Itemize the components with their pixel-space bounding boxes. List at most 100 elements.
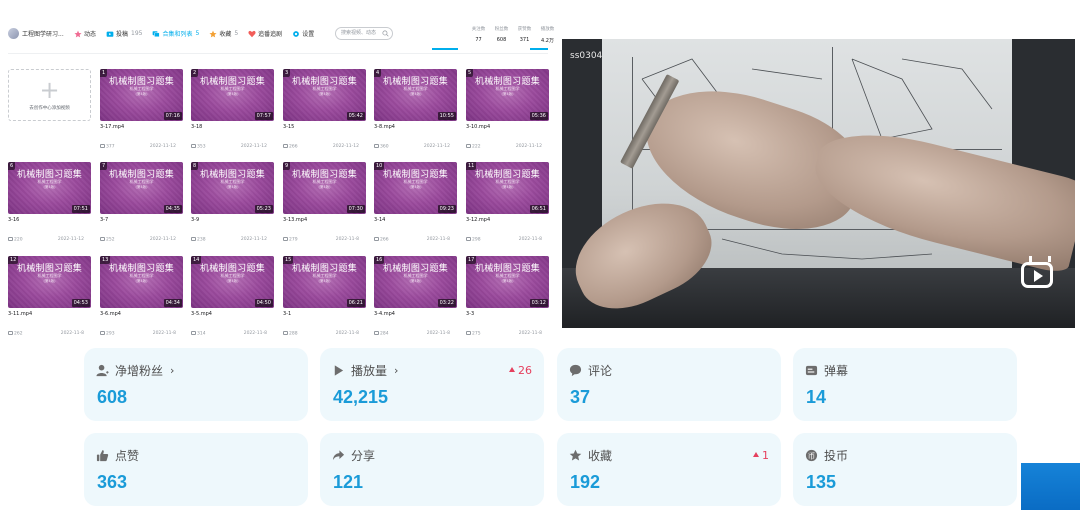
nav-tab-0[interactable]: 动态 <box>74 29 96 38</box>
thumbnail-edition: (第4版) <box>409 279 422 283</box>
video-title[interactable]: 3-18 <box>191 124 203 130</box>
video-meta: 238 2022-11-12 <box>191 237 274 243</box>
play-count-icon <box>374 144 379 148</box>
video-title[interactable]: 3-7 <box>100 217 109 223</box>
video-card[interactable]: 17 机械制图习题集 机械工程图学 (第4版) 03:12 3-3 275 2022-11-8 <box>466 256 549 337</box>
header-stat-value: 4.2万 <box>541 38 554 44</box>
video-thumbnail[interactable]: 7 机械制图习题集 机械工程图学 (第4版) 04:35 <box>100 162 183 214</box>
upload-date: 2022-11-8 <box>518 237 542 242</box>
stat-card-label: 分享 <box>351 449 376 463</box>
video-card[interactable]: 13 机械制图习题集 机械工程图学 (第4版) 04:34 3-6.mp4 293 2022-… <box>100 256 183 337</box>
search-icon[interactable] <box>382 30 389 37</box>
upload-date: 2022-11-12 <box>423 144 450 149</box>
thumbnail-title: 机械制图习题集 <box>382 170 449 180</box>
video-thumbnail[interactable]: 11 机械制图习题集 机械工程图学 (第4版) 06:51 <box>466 162 549 214</box>
add-video-tile[interactable]: + 去创作中心添加视频 <box>8 69 91 121</box>
video-title[interactable]: 3-13.mp4 <box>283 217 308 223</box>
video-card[interactable]: 2 机械制图习题集 机械工程图学 (第4版) 07:57 3-18 353 2022-11-1… <box>191 69 274 150</box>
video-title[interactable]: 3-5.mp4 <box>191 311 212 317</box>
video-thumbnail[interactable]: 17 机械制图习题集 机械工程图学 (第4版) 03:12 <box>466 256 549 308</box>
header-stat[interactable]: 播放数 4.2万 <box>539 26 556 44</box>
video-card[interactable]: 4 机械制图习题集 机械工程图学 (第4版) 10:55 3-8.mp4 360 2022-1… <box>374 69 457 150</box>
video-title[interactable]: 3-8.mp4 <box>374 124 395 130</box>
video-title[interactable]: 3-6.mp4 <box>100 311 121 317</box>
video-title[interactable]: 3-16 <box>8 217 20 223</box>
video-title[interactable]: 3-10.mp4 <box>466 124 491 130</box>
video-thumbnail[interactable]: 8 机械制图习题集 机械工程图学 (第4版) 05:23 <box>191 162 274 214</box>
video-thumbnail[interactable]: 10 机械制图习题集 机械工程图学 (第4版) 09:23 <box>374 162 457 214</box>
stat-card: 收藏 192 1 <box>557 433 781 506</box>
video-thumbnail[interactable]: 2 机械制图习题集 机械工程图学 (第4版) 07:57 <box>191 69 274 121</box>
nav-tab-count: 195 <box>131 30 143 37</box>
nav-tab-4[interactable]: 追番追剧 <box>248 29 282 38</box>
video-thumbnail[interactable]: 6 机械制图习题集 机械工程图学 (第4版) 07:51 <box>8 162 91 214</box>
header-stat[interactable]: 获赞数 371 <box>516 26 533 44</box>
video-thumbnail[interactable]: 4 机械制图习题集 机械工程图学 (第4版) 10:55 <box>374 69 457 121</box>
nav-tab-1[interactable]: 投稿 195 <box>106 29 142 38</box>
chevron-right-icon[interactable]: › <box>394 364 399 377</box>
video-title[interactable]: 3-14 <box>374 217 386 223</box>
video-card[interactable]: 5 机械制图习题集 机械工程图学 (第4版) 05:36 3-10.mp4 222 2022-… <box>466 69 549 150</box>
video-title[interactable]: 3-12.mp4 <box>466 217 491 223</box>
nav-tab-3[interactable]: 收藏 5 <box>209 29 238 38</box>
video-card[interactable]: 7 机械制图习题集 机械工程图学 (第4版) 04:35 3-7 252 2022-11-12 <box>100 162 183 243</box>
video-thumbnail[interactable]: 9 机械制图习题集 机械工程图学 (第4版) 07:30 <box>283 162 366 214</box>
video-meta: 275 2022-11-8 <box>466 331 549 337</box>
video-thumbnail[interactable]: 15 机械制图习题集 机械工程图学 (第4版) 06:21 <box>283 256 366 308</box>
nav-tab-2[interactable]: 合集和列表 5 <box>152 29 199 38</box>
play-count: 288 <box>289 331 298 337</box>
video-card[interactable]: 9 机械制图习题集 机械工程图学 (第4版) 07:30 3-13.mp4 279 2022-… <box>283 162 366 243</box>
video-card[interactable]: 3 机械制图习题集 机械工程图学 (第4版) 05:42 3-15 266 2022-11-1… <box>283 69 366 150</box>
profile-name: 工程图学研习... <box>22 31 64 38</box>
video-title[interactable]: 3-15 <box>283 124 295 130</box>
video-card[interactable]: 14 机械制图习题集 机械工程图学 (第4版) 04:50 3-5.mp4 314 2022-… <box>191 256 274 337</box>
video-thumbnail[interactable]: 16 机械制图习题集 机械工程图学 (第4版) 03:22 <box>374 256 457 308</box>
thumbnail-subtitle: 机械工程图学 <box>403 179 428 184</box>
video-title[interactable]: 3-11.mp4 <box>8 311 33 317</box>
thumbnail-subtitle: 机械工程图学 <box>129 273 154 278</box>
stat-card-value: 363 <box>97 472 128 492</box>
video-card[interactable]: 10 机械制图习题集 机械工程图学 (第4版) 09:23 3-14 266 2022-11-… <box>374 162 457 243</box>
video-card[interactable]: 12 机械制图习题集 机械工程图学 (第4版) 04:53 3-11.mp4 262 2022… <box>8 256 91 337</box>
stat-card[interactable]: 净增粉丝 › 608 <box>84 348 308 421</box>
video-thumbnail[interactable]: 13 机械制图习题集 机械工程图学 (第4版) 04:34 <box>100 256 183 308</box>
video-card[interactable]: 11 机械制图习题集 机械工程图学 (第4版) 06:51 3-12.mp4 298 2022… <box>466 162 549 243</box>
video-thumbnail[interactable]: 12 机械制图习题集 机械工程图学 (第4版) 04:53 <box>8 256 91 308</box>
search-input[interactable]: 搜索视频、动态 <box>335 27 393 40</box>
video-meta: 252 2022-11-12 <box>100 237 183 243</box>
bilibili-play-icon[interactable] <box>1021 256 1053 288</box>
video-meta: 293 2022-11-8 <box>100 331 183 337</box>
header-stat[interactable]: 粉丝数 608 <box>493 26 510 44</box>
thumbnail-title: 机械制图习题集 <box>474 264 541 274</box>
header-stat-label: 粉丝数 <box>494 27 509 32</box>
video-title[interactable]: 3-4.mp4 <box>374 311 395 317</box>
avatar[interactable] <box>8 28 19 39</box>
video-player[interactable]: ss0304 <box>562 39 1075 328</box>
video-thumbnail[interactable]: 1 机械制图习题集 机械工程图学 (第4版) 07:16 <box>100 69 183 121</box>
video-title[interactable]: 3-1 <box>283 311 292 317</box>
video-title[interactable]: 3-17.mp4 <box>100 124 125 130</box>
profile[interactable]: 工程图学研习... <box>8 28 64 39</box>
upload-date: 2022-11-8 <box>152 331 176 336</box>
video-card[interactable]: 15 机械制图习题集 机械工程图学 (第4版) 06:21 3-1 288 2022-11-8 <box>283 256 366 337</box>
video-card[interactable]: 6 机械制图习题集 机械工程图学 (第4版) 07:51 3-16 220 2022-11-1… <box>8 162 91 243</box>
video-card[interactable]: 8 机械制图习题集 机械工程图学 (第4版) 05:23 3-9 238 2022-11-12 <box>191 162 274 243</box>
thumbnail-subtitle: 机械工程图学 <box>220 179 245 184</box>
video-card[interactable]: 16 机械制图习题集 机械工程图学 (第4版) 03:22 3-4.mp4 284 2022-… <box>374 256 457 337</box>
nav-tab-5[interactable]: 设置 <box>292 29 314 38</box>
video-thumbnail[interactable]: 3 机械制图习题集 机械工程图学 (第4版) 05:42 <box>283 69 366 121</box>
video-thumbnail[interactable]: 14 机械制图习题集 机械工程图学 (第4版) 04:50 <box>191 256 274 308</box>
thumbnail-edition: (第4版) <box>43 185 56 189</box>
video-meta: 266 2022-11-12 <box>283 144 366 150</box>
video-title[interactable]: 3-9 <box>191 217 200 223</box>
header-stat[interactable]: 关注数 77 <box>470 26 487 44</box>
chevron-right-icon[interactable]: › <box>170 364 175 377</box>
thumbnail-subtitle: 机械工程图学 <box>495 86 520 91</box>
thumbnail-subtitle: 机械工程图学 <box>129 86 154 91</box>
stat-card[interactable]: 播放量 › 42,215 26 <box>320 348 544 421</box>
video-card[interactable]: 1 机械制图习题集 机械工程图学 (第4版) 07:16 3-17.mp4 377 2022-… <box>100 69 183 150</box>
video-thumbnail[interactable]: 5 机械制图习题集 机械工程图学 (第4版) 05:36 <box>466 69 549 121</box>
thumbs-up-icon <box>96 449 109 462</box>
video-title[interactable]: 3-3 <box>466 311 475 317</box>
